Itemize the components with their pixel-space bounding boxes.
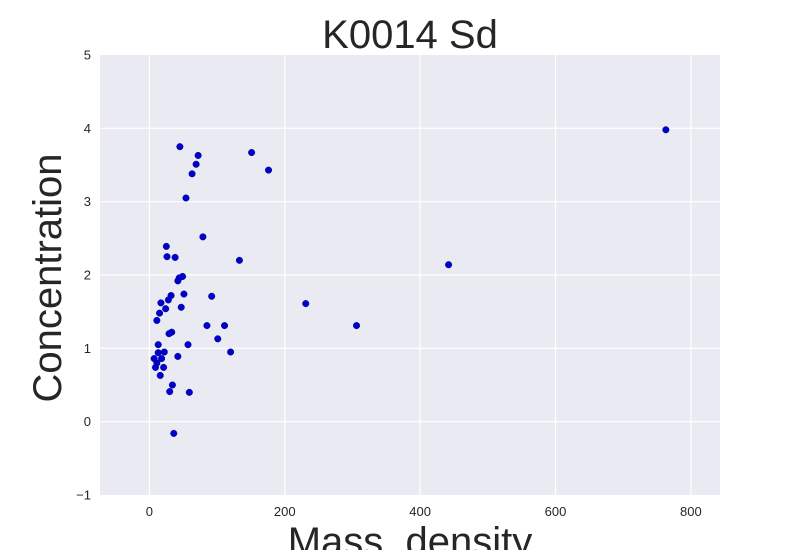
data-point bbox=[192, 160, 200, 168]
data-point bbox=[160, 348, 168, 356]
data-point bbox=[168, 381, 176, 389]
data-point bbox=[235, 256, 243, 264]
data-point bbox=[445, 261, 453, 269]
data-point bbox=[158, 355, 166, 363]
data-point bbox=[162, 305, 170, 313]
data-point bbox=[162, 242, 170, 250]
grid-lines bbox=[100, 55, 720, 495]
data-point bbox=[188, 170, 196, 178]
data-point bbox=[171, 253, 179, 261]
x-tick-label: 0 bbox=[146, 504, 153, 519]
data-point bbox=[165, 330, 173, 338]
data-point bbox=[302, 300, 310, 308]
data-point bbox=[153, 316, 161, 324]
y-tick-label: −1 bbox=[76, 488, 91, 503]
x-tick-label: 800 bbox=[680, 504, 702, 519]
y-tick-label: 2 bbox=[84, 268, 91, 283]
data-points bbox=[150, 126, 670, 437]
data-point bbox=[208, 292, 216, 300]
x-tick-label: 200 bbox=[274, 504, 296, 519]
y-tick-label: 5 bbox=[84, 48, 91, 63]
data-point bbox=[156, 371, 164, 379]
data-point bbox=[154, 341, 162, 349]
data-point bbox=[150, 355, 158, 363]
data-point bbox=[176, 143, 184, 151]
data-point bbox=[227, 348, 235, 356]
data-point bbox=[182, 194, 190, 202]
data-point bbox=[221, 322, 229, 330]
data-point bbox=[194, 151, 202, 159]
data-point bbox=[184, 341, 192, 349]
y-tick-label: 1 bbox=[84, 341, 91, 356]
data-point bbox=[199, 233, 207, 241]
y-tick-labels: −1 0 1 2 3 4 5 bbox=[76, 48, 91, 503]
x-tick-labels: 0 200 400 600 800 bbox=[146, 504, 702, 519]
y-tick-label: 4 bbox=[84, 121, 91, 136]
y-tick-label: 0 bbox=[84, 414, 91, 429]
data-point bbox=[174, 277, 182, 285]
data-point bbox=[177, 303, 185, 311]
data-point bbox=[185, 388, 193, 396]
x-axis-label: Mass density bbox=[288, 520, 533, 550]
data-point bbox=[152, 363, 160, 371]
x-tick-label: 600 bbox=[545, 504, 567, 519]
data-point bbox=[248, 149, 256, 157]
data-point bbox=[157, 299, 165, 307]
y-axis-label: Concentration bbox=[26, 153, 70, 402]
data-point bbox=[180, 290, 188, 298]
data-point bbox=[353, 322, 361, 330]
chart-title: K0014 Sd bbox=[322, 13, 498, 57]
data-point bbox=[170, 429, 178, 437]
data-point bbox=[174, 352, 182, 360]
y-tick-label: 3 bbox=[84, 194, 91, 209]
data-point bbox=[164, 296, 172, 304]
data-point bbox=[160, 363, 168, 371]
data-point bbox=[166, 388, 174, 396]
data-point bbox=[156, 309, 164, 317]
data-point bbox=[265, 166, 273, 174]
data-point bbox=[214, 335, 222, 343]
data-point bbox=[662, 126, 670, 134]
data-point bbox=[203, 322, 211, 330]
x-tick-label: 400 bbox=[409, 504, 431, 519]
data-point bbox=[154, 349, 162, 357]
data-point bbox=[163, 253, 171, 261]
